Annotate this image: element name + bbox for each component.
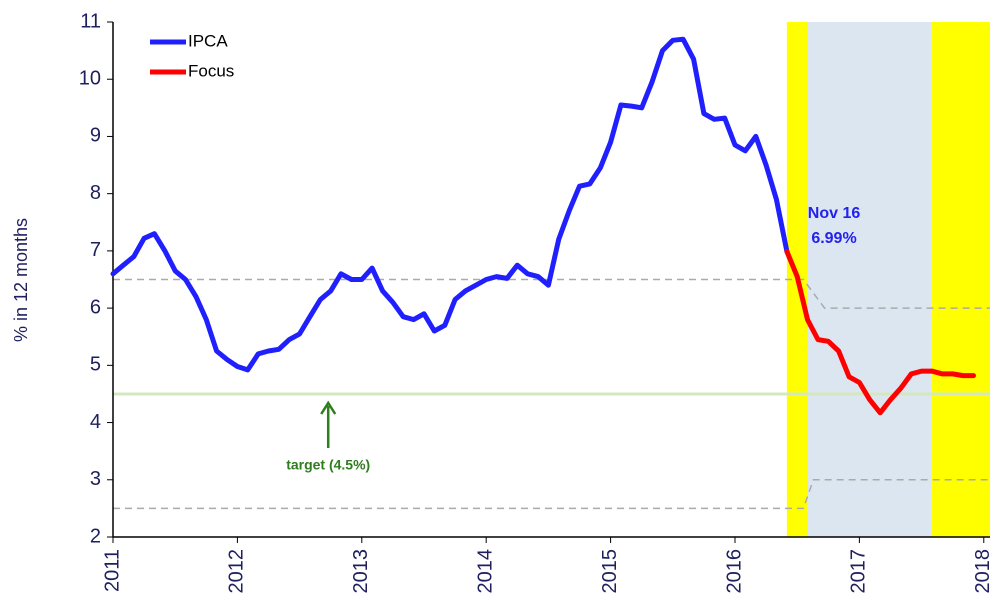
x-tick-label: 2013 bbox=[350, 549, 372, 594]
x-tick-label: 2018 bbox=[972, 549, 992, 594]
x-tick-label: 2016 bbox=[723, 549, 745, 594]
legend-label: Focus bbox=[188, 61, 234, 80]
annotation: 6.99% bbox=[811, 230, 856, 247]
y-tick-label: 5 bbox=[90, 354, 101, 376]
x-tick-label: 2014 bbox=[474, 549, 496, 594]
tolerance-line bbox=[113, 479, 990, 510]
y-tick-label: 11 bbox=[80, 10, 101, 32]
shaded-band bbox=[807, 22, 932, 537]
target-arrowhead bbox=[320, 400, 337, 415]
y-tick-label: 7 bbox=[90, 239, 101, 261]
y-tick-label: 6 bbox=[90, 296, 101, 318]
series-line bbox=[110, 36, 790, 373]
y-tick-label: 2 bbox=[90, 525, 101, 547]
target-label: target (4.5%) bbox=[286, 457, 370, 473]
legend-label: IPCA bbox=[188, 31, 228, 50]
x-tick-label: 2015 bbox=[599, 549, 621, 594]
tolerance-line bbox=[113, 278, 990, 309]
y-tick-label: 3 bbox=[90, 468, 101, 490]
x-tick-label: 2011 bbox=[101, 549, 123, 592]
y-axis-label: % in 12 months bbox=[11, 218, 31, 342]
y-tick-label: 9 bbox=[90, 125, 101, 147]
shaded-band bbox=[931, 22, 990, 537]
y-tick-label: 8 bbox=[90, 182, 101, 204]
x-tick-label: 2017 bbox=[848, 549, 870, 594]
series-line bbox=[784, 249, 976, 416]
y-tick-label: 10 bbox=[79, 68, 101, 90]
x-tick-label: 2012 bbox=[226, 549, 248, 594]
y-tick-label: 4 bbox=[90, 411, 101, 433]
annotation: Nov 16 bbox=[808, 205, 861, 222]
